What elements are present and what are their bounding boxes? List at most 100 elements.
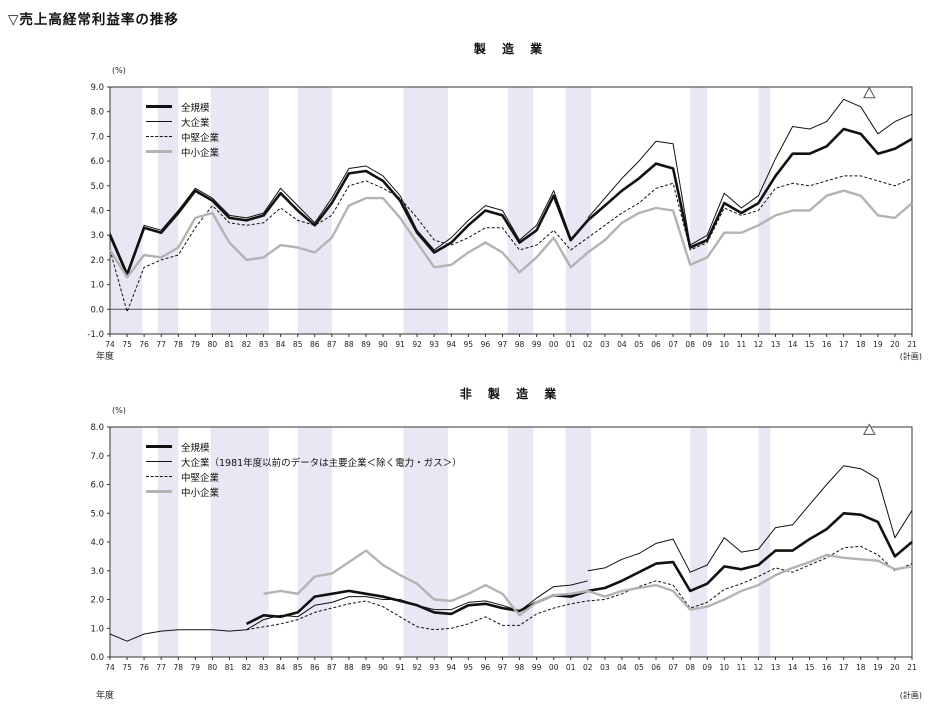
- x-axis-tick-label: 94: [447, 340, 457, 349]
- recession-band: [403, 427, 448, 657]
- non-manufacturing-unit-label: (%): [112, 406, 126, 415]
- recession-band: [110, 427, 143, 657]
- x-axis-tick-label: 17: [839, 663, 849, 672]
- y-axis-tick-label: 6.0: [90, 481, 104, 491]
- x-axis-tick-label: 14: [788, 663, 798, 672]
- x-axis-tick-label: 90: [378, 663, 388, 672]
- recession-band: [157, 427, 179, 657]
- y-axis-tick-label: 3.0: [90, 231, 104, 241]
- x-axis-tick-label: 20: [890, 663, 900, 672]
- series-line-daikigyo-post2002: [587, 98, 913, 246]
- legend-item-chuken: 中堅企業: [146, 129, 219, 144]
- legend-label: 中小企業: [181, 147, 220, 159]
- y-axis-tick-label: 0.0: [90, 305, 104, 315]
- x-axis-tick-label: 05: [634, 340, 644, 349]
- x-axis-tick-label: 15: [805, 340, 815, 349]
- x-axis-tick-label: 78: [174, 340, 184, 349]
- x-axis-tick-label: 93: [429, 663, 439, 672]
- thick-line-swatch-icon: [146, 105, 172, 108]
- gray-line-swatch-icon: [146, 490, 172, 493]
- x-axis-tick-label: 98: [515, 663, 525, 672]
- x-axis-tick-label: 10: [720, 663, 730, 672]
- x-axis-tick-label: 97: [498, 340, 508, 349]
- recession-band: [690, 87, 708, 334]
- legend-item-zenkibo: 全規模: [146, 439, 462, 454]
- legend-label: 大企業: [181, 117, 210, 129]
- x-axis-tick-label: 91: [395, 340, 405, 349]
- non-manufacturing-x-axis-caption: 年度: [96, 691, 115, 701]
- thin-line-swatch-icon: [146, 121, 172, 122]
- x-axis-tick-label: 79: [191, 340, 201, 349]
- y-axis-tick-label: 5.0: [90, 182, 104, 192]
- x-axis-tick-label: 77: [156, 663, 166, 672]
- y-axis-tick-label: 8.0: [90, 423, 104, 433]
- x-axis-tick-label: 13: [771, 663, 781, 672]
- x-axis-tick-label: 74: [105, 663, 115, 672]
- x-axis-tick-label: 04: [617, 663, 627, 672]
- x-axis-tick-label: 85: [293, 663, 303, 672]
- dashed-line-swatch-icon: [146, 136, 172, 137]
- x-axis-tick-label: 80: [208, 663, 218, 672]
- x-axis-tick-label: 85: [293, 340, 303, 349]
- x-axis-tick-label: 76: [139, 340, 149, 349]
- x-axis-tick-label: 84: [276, 340, 286, 349]
- x-axis-tick-label: 90: [378, 340, 388, 349]
- x-axis-tick-label: 08: [685, 340, 695, 349]
- x-axis-tick-label: 95: [464, 663, 474, 672]
- x-axis-tick-label: 82: [242, 663, 252, 672]
- x-axis-tick-label: 10: [720, 340, 730, 349]
- manufacturing-chart-title: 製 造 業: [473, 42, 549, 56]
- legend-item-chusho: 中小企業: [146, 484, 462, 499]
- manufacturing-legend: 全規模 大企業 中堅企業 中小企業: [146, 99, 219, 159]
- non-manufacturing-chart-title: 非 製 造 業: [459, 387, 563, 401]
- triangle-marker-icon: [862, 86, 876, 99]
- x-axis-tick-label: 87: [327, 663, 337, 672]
- legend-label: 中堅企業: [181, 132, 220, 144]
- y-axis-tick-label: 7.0: [90, 132, 104, 142]
- manufacturing-x-axis-caption: 年度: [96, 352, 115, 362]
- recession-band: [297, 427, 332, 657]
- x-axis-tick-label: 84: [276, 663, 286, 672]
- y-axis-tick-label: 3.0: [90, 567, 104, 577]
- manufacturing-chart-plot: 9.0 8.0 7.0 6.0 5.0 4.0 3.0 2.0 1.0 0.0 -1.074 75 76…: [87, 83, 917, 349]
- recession-band: [507, 427, 534, 657]
- y-axis-tick-label: 4.0: [90, 207, 104, 217]
- y-axis-tick-label: 2.0: [90, 596, 104, 606]
- recession-band: [403, 87, 448, 334]
- x-axis-tick-label: 16: [822, 340, 832, 349]
- manufacturing-unit-label: (%): [112, 66, 126, 75]
- series-line-zenkibo: [245, 511, 913, 626]
- x-axis-tick-label: 03: [600, 340, 610, 349]
- x-axis-tick-label: 88: [344, 663, 354, 672]
- y-axis-tick-label: 4.0: [90, 538, 104, 548]
- x-axis-tick-label: 09: [702, 340, 712, 349]
- x-axis-tick-label: 18: [856, 663, 866, 672]
- x-axis-tick-label: 77: [156, 340, 166, 349]
- x-axis-tick-label: 01: [566, 663, 576, 672]
- series-line-chusho: [263, 549, 913, 617]
- legend-item-daikigyo: 大企業: [146, 114, 219, 129]
- x-axis-tick-label: 04: [617, 340, 627, 349]
- x-axis-tick-label: 88: [344, 340, 354, 349]
- x-axis-tick-label: 19: [873, 663, 883, 672]
- x-axis-tick-label: 89: [361, 663, 371, 672]
- x-axis-tick-label: 08: [685, 663, 695, 672]
- x-axis-tick-label: 76: [139, 663, 149, 672]
- y-axis-tick-label: 1.0: [90, 624, 104, 634]
- legend-item-daikigyo: 大企業（1981年度以前のデータは主要企業＜除く電力・ガス＞）: [146, 454, 462, 469]
- recession-band: [565, 87, 592, 334]
- x-axis-tick-label: 91: [395, 663, 405, 672]
- x-axis-tick-label: 11: [737, 663, 747, 672]
- x-axis-tick-label: 80: [208, 340, 218, 349]
- y-axis-tick-label: 6.0: [90, 157, 104, 167]
- manufacturing-plan-note: (計画): [899, 352, 922, 361]
- recession-band: [690, 427, 708, 657]
- x-axis-tick-label: 19: [873, 340, 883, 349]
- triangle-marker-icon: [862, 423, 876, 435]
- legend-label: 中小企業: [181, 487, 220, 499]
- x-axis-tick-label: 01: [566, 340, 576, 349]
- legend-label: 大企業（1981年度以前のデータは主要企業＜除く電力・ガス＞）: [181, 457, 462, 469]
- x-axis-tick-label: 99: [532, 340, 542, 349]
- x-axis-tick-label: 74: [105, 340, 115, 349]
